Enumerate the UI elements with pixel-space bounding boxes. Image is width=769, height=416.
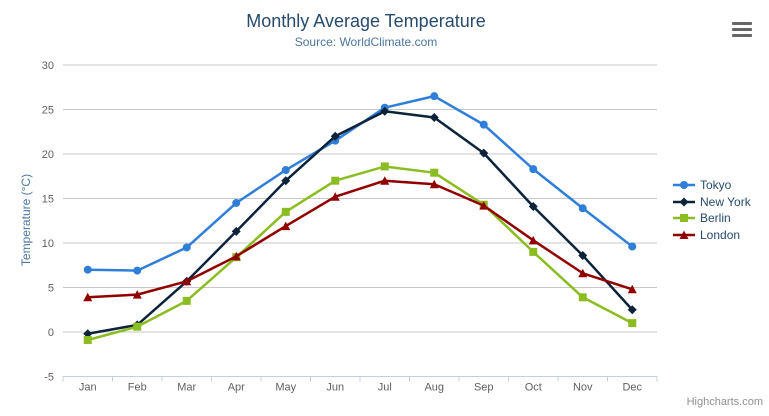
point-london-jun[interactable] [330,192,340,201]
x-axis-label: Feb [128,382,147,394]
point-berlin-dec[interactable] [628,319,637,328]
x-axis-label: Dec [622,382,642,394]
point-london-jan[interactable] [83,292,93,302]
point-london-feb[interactable] [132,290,142,299]
chart-title: Monthly Average Temperature [246,11,486,31]
point-tokyo-sep[interactable] [479,120,488,129]
x-axis-label: Apr [228,382,245,394]
legend-label: Berlin [700,211,731,226]
point-london-mar[interactable] [182,276,192,286]
y-axis-label: 0 [48,327,54,339]
point-new-york-may[interactable] [281,176,291,186]
point-tokyo-apr[interactable] [232,198,241,207]
point-london-aug[interactable] [429,179,439,189]
legend-item-new-york[interactable]: New York [673,194,751,211]
legend-symbol [679,197,689,207]
y-axis-label: 10 [42,238,54,250]
point-new-york-sep[interactable] [479,148,489,158]
legend-marker-triangle-icon [673,230,695,239]
legend-marker-square-icon [673,214,695,223]
point-tokyo-dec[interactable] [628,242,637,251]
x-axis-label: Jul [378,382,392,394]
legend-label: London [700,227,741,242]
hamburger-bar [732,22,752,25]
x-axis-label: Oct [525,382,542,394]
legend-marker-diamond-icon [673,197,695,207]
legend-label: Tokyo [700,178,732,193]
point-new-york-oct[interactable] [528,202,538,212]
point-london-apr[interactable] [231,251,241,261]
point-london-oct[interactable] [528,235,538,245]
series-line-tokyo[interactable] [87,94,634,272]
point-london-jul[interactable] [380,176,390,185]
x-axis-label: Jan [79,382,97,394]
point-new-york-jul[interactable] [380,106,390,116]
point-berlin-jun[interactable] [331,176,340,185]
x-axis-label: Nov [573,382,593,394]
legend-symbol [679,230,689,239]
point-berlin-may[interactable] [281,207,290,216]
point-tokyo-oct[interactable] [529,165,538,174]
point-new-york-aug[interactable] [429,113,439,123]
point-new-york-apr[interactable] [231,226,241,236]
point-berlin-jul[interactable] [380,162,389,171]
series-line-new-york[interactable] [87,110,634,336]
y-axis-label: 30 [42,60,54,72]
point-berlin-nov[interactable] [578,293,587,302]
x-axis-label: Mar [177,382,196,394]
x-axis-label: May [275,382,296,394]
y-axis-title: Temperature (°C) [19,173,33,267]
point-berlin-jan[interactable] [83,336,92,345]
legend-item-london[interactable]: London [673,227,751,244]
y-axis-label: 20 [42,149,54,161]
highcharts-credit-link[interactable]: Highcharts.com [686,396,763,408]
legend-symbol [680,181,688,190]
legend-item-berlin[interactable]: Berlin [673,210,751,227]
point-tokyo-nov[interactable] [578,204,587,213]
hamburger-menu-icon[interactable] [732,22,752,37]
point-new-york-dec[interactable] [627,305,637,315]
point-tokyo-aug[interactable] [430,92,439,101]
point-berlin-mar[interactable] [182,296,191,305]
point-berlin-feb[interactable] [133,322,142,331]
hamburger-bar [732,28,752,31]
legend-symbol [680,214,688,223]
legend-item-tokyo[interactable]: Tokyo [673,177,751,194]
point-new-york-jun[interactable] [330,131,340,141]
point-tokyo-may[interactable] [281,166,290,175]
series-line-berlin[interactable] [87,165,633,342]
point-london-may[interactable] [281,221,291,231]
point-berlin-oct[interactable] [529,247,538,256]
x-axis-label: Sep [474,382,494,394]
x-axis-label: Jun [326,382,344,394]
series-line-london[interactable] [87,179,633,299]
point-tokyo-feb[interactable] [133,266,142,275]
y-axis-label: -5 [44,372,54,384]
y-axis-label: 5 [48,283,54,295]
legend-label: New York [700,194,751,209]
point-london-sep[interactable] [479,201,489,210]
y-axis-label: 15 [42,194,54,206]
point-new-york-nov[interactable] [578,250,588,260]
point-tokyo-jan[interactable] [83,265,92,274]
chart-subtitle: Source: WorldClimate.com [294,35,438,49]
hamburger-bar [732,34,752,37]
point-tokyo-mar[interactable] [182,243,191,252]
point-london-dec[interactable] [627,284,637,294]
x-axis-label: Aug [424,382,444,394]
y-axis-label: 25 [42,105,54,117]
point-london-nov[interactable] [578,268,588,278]
point-berlin-aug[interactable] [430,168,439,177]
legend-marker-circle-icon [673,181,695,190]
legend: Tokyo New York Berlin London [673,177,751,243]
